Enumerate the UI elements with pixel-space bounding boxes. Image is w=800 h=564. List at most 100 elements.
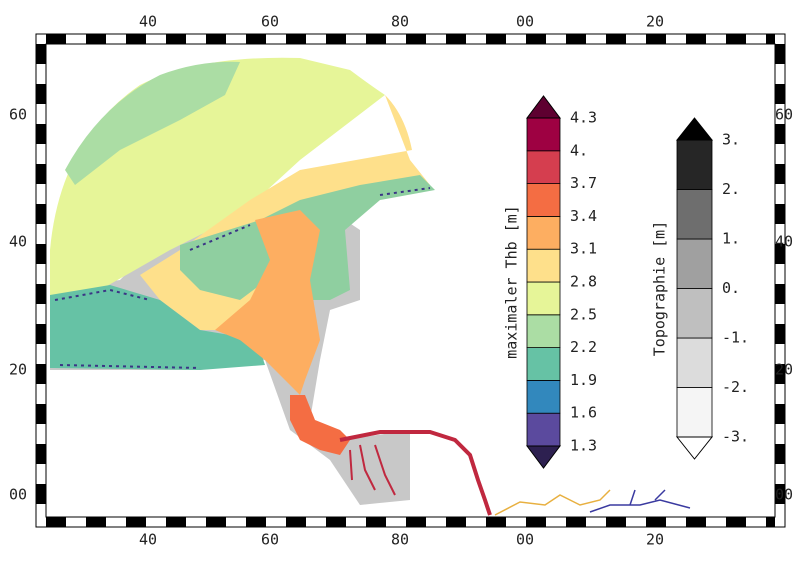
colorbar-title: Topographie [m]: [651, 221, 669, 356]
colorbar-cell: [676, 387, 713, 438]
frame-check: [206, 517, 226, 527]
colorbar-cell: [676, 139, 713, 190]
frame-check: [775, 484, 785, 504]
colorbar-label: 1.: [722, 230, 740, 248]
frame-check: [566, 517, 586, 527]
zone-lightgreen: [65, 61, 240, 185]
frame-check: [775, 404, 785, 424]
frame-check: [286, 34, 306, 44]
frame-check: [775, 284, 785, 304]
frame-check: [246, 34, 266, 44]
x-label: 60: [261, 531, 279, 549]
colorbar-label: 3.: [722, 131, 740, 149]
colorbar-cell: [526, 379, 561, 414]
frame-check: [36, 204, 46, 224]
frame-check: [775, 444, 785, 464]
x-label: 60: [261, 13, 279, 31]
colorbar-cell: [526, 215, 561, 250]
y-label: 00: [775, 486, 793, 504]
frame-check: [46, 517, 66, 527]
tributaries: [494, 489, 611, 516]
colorbar-label: 2.2: [570, 338, 597, 356]
colorbar-label: 1.9: [570, 371, 597, 389]
colorbar-cell: [676, 288, 713, 339]
colorbar-label: 3.7: [570, 174, 597, 192]
frame-check: [726, 34, 746, 44]
y-label: 20: [775, 361, 793, 379]
frame-check: [775, 364, 785, 384]
colorbar-cell: [526, 281, 561, 316]
frame-check: [246, 517, 266, 527]
frame-check: [775, 324, 785, 344]
colorbar-cell: [526, 117, 561, 152]
colorbar-cell: [526, 347, 561, 381]
frame-check: [526, 34, 546, 44]
zone-red-orange: [290, 395, 350, 455]
frame-check: [446, 517, 466, 527]
frame-check: [36, 84, 46, 104]
frame-check: [646, 517, 666, 527]
frame-check: [366, 34, 386, 44]
y-label: 60: [775, 106, 793, 124]
frame-check: [166, 34, 186, 44]
map-frame: 40 40 60 60 80 80 00 00 20 20 60 60 40 40 20 20 00 00: [9, 13, 793, 549]
x-label: 00: [516, 13, 534, 31]
frame-check: [86, 517, 106, 527]
frame-check: [36, 244, 46, 264]
frame-check: [36, 484, 46, 504]
frame-check: [36, 404, 46, 424]
colorbar-cell: [676, 337, 713, 388]
frame-check: [446, 34, 466, 44]
frame-check: [775, 244, 785, 264]
colorbar-label: 0.: [722, 279, 740, 297]
colorbar-over: [675, 117, 714, 141]
frame-check: [36, 364, 46, 384]
frame-check: [486, 517, 506, 527]
x-label: 40: [139, 531, 157, 549]
frame-check: [166, 517, 186, 527]
frame-check: [775, 164, 785, 184]
colorbar-cell: [676, 189, 713, 240]
colorbars: 1.3 1.6 1.9 2.2 2.5 2.8 3.1 3.4 3.7 4. 4.3 maximale…: [503, 95, 749, 469]
frame-check: [286, 517, 306, 527]
frame-check: [726, 517, 746, 527]
colorbar-label: -3.: [722, 428, 749, 446]
river: [339, 430, 492, 516]
colorbar-label: -1.: [722, 329, 749, 347]
frame-check: [326, 517, 346, 527]
frame-check: [86, 34, 106, 44]
frame-check: [775, 204, 785, 224]
colorbar-label: 3.4: [570, 207, 597, 225]
colorbar-cell: [526, 150, 561, 185]
zone-orange: [215, 210, 320, 395]
frame-check: [126, 34, 146, 44]
y-label: 40: [9, 233, 27, 251]
colorbar-label: 1.6: [570, 404, 597, 422]
frame-check: [406, 517, 426, 527]
frame-check: [126, 517, 146, 527]
frame-check: [46, 34, 66, 44]
frame-check: [606, 517, 626, 527]
frame-check: [36, 284, 46, 304]
colorbar-under: [526, 445, 561, 469]
frame-check: [775, 84, 785, 104]
y-label: 60: [9, 106, 27, 124]
colorbar-cell: [526, 314, 561, 348]
frame-check: [326, 34, 346, 44]
frame-check: [766, 517, 775, 527]
frame-check: [775, 44, 785, 64]
frame-check: [646, 34, 666, 44]
colorbar-title: maximaler Thb [m]: [503, 205, 521, 359]
colorbar-label: 4.: [570, 141, 588, 159]
x-label: 80: [391, 531, 409, 549]
frame-check: [766, 34, 775, 44]
frame-check: [366, 517, 386, 527]
x-label: 00: [516, 531, 534, 549]
colorbar-label: 3.1: [570, 240, 597, 258]
map-layers: [50, 57, 691, 516]
frame-check: [686, 517, 706, 527]
river-branches: [349, 444, 396, 496]
frame-check: [206, 34, 226, 44]
frame-check: [566, 34, 586, 44]
